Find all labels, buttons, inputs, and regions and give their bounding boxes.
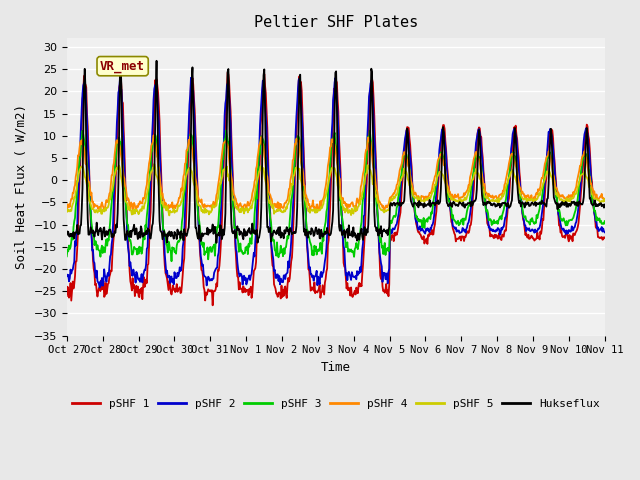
Hukseflux	[63, 232, 70, 238]
Line: pSHF 5: pSHF 5	[67, 164, 605, 216]
pSHF 1	[128, 288, 136, 293]
Hukseflux	[403, 140, 410, 146]
Line: pSHF 3: pSHF 3	[67, 131, 605, 261]
pSHF 2	[96, 285, 104, 290]
pSHF 4	[212, 199, 220, 204]
pSHF 1	[419, 236, 426, 242]
pSHF 2	[601, 229, 609, 235]
pSHF 4	[73, 170, 81, 176]
Hukseflux	[601, 202, 609, 207]
pSHF 4	[150, 132, 157, 138]
Line: Hukseflux: Hukseflux	[67, 61, 605, 243]
Title: Peltier SHF Plates: Peltier SHF Plates	[253, 15, 418, 30]
pSHF 5	[165, 213, 173, 218]
pSHF 1	[212, 287, 220, 292]
pSHF 3	[184, 151, 191, 156]
Hukseflux	[153, 58, 161, 64]
Hukseflux	[184, 230, 191, 236]
Hukseflux	[212, 230, 220, 236]
pSHF 4	[601, 196, 609, 202]
pSHF 5	[63, 206, 70, 212]
Text: VR_met: VR_met	[100, 60, 145, 72]
pSHF 3	[419, 224, 426, 230]
pSHF 4	[352, 208, 360, 214]
pSHF 5	[419, 198, 426, 204]
pSHF 3	[168, 258, 175, 264]
Hukseflux	[212, 240, 220, 246]
Line: pSHF 4: pSHF 4	[67, 135, 605, 211]
pSHF 1	[63, 293, 70, 299]
pSHF 3	[73, 197, 81, 203]
pSHF 5	[212, 203, 220, 208]
pSHF 5	[403, 169, 410, 175]
pSHF 2	[419, 226, 426, 231]
pSHF 1	[601, 235, 609, 240]
Line: pSHF 2: pSHF 2	[67, 78, 605, 288]
Legend: pSHF 1, pSHF 2, pSHF 3, pSHF 4, pSHF 5, Hukseflux: pSHF 1, pSHF 2, pSHF 3, pSHF 4, pSHF 5, …	[67, 395, 604, 414]
Y-axis label: Soil Heat Flux ( W/m2): Soil Heat Flux ( W/m2)	[15, 104, 28, 269]
pSHF 3	[63, 253, 70, 259]
pSHF 5	[601, 198, 609, 204]
pSHF 2	[184, 159, 191, 165]
pSHF 2	[403, 128, 410, 133]
pSHF 4	[403, 154, 410, 160]
Hukseflux	[128, 228, 136, 233]
pSHF 3	[601, 218, 609, 224]
pSHF 3	[128, 252, 136, 257]
pSHF 2	[212, 265, 220, 271]
pSHF 5	[184, 167, 192, 173]
pSHF 2	[187, 75, 195, 81]
Hukseflux	[419, 201, 426, 207]
pSHF 4	[63, 206, 70, 212]
pSHF 5	[150, 161, 158, 167]
pSHF 1	[182, 205, 190, 211]
pSHF 3	[403, 152, 410, 157]
pSHF 5	[128, 212, 136, 217]
pSHF 4	[419, 194, 426, 200]
pSHF 3	[222, 128, 230, 133]
Hukseflux	[73, 229, 81, 235]
pSHF 1	[403, 128, 410, 134]
pSHF 4	[184, 147, 191, 153]
pSHF 2	[63, 272, 70, 277]
pSHF 1	[209, 302, 216, 308]
pSHF 5	[73, 187, 81, 192]
pSHF 1	[224, 70, 232, 75]
pSHF 4	[128, 201, 136, 206]
pSHF 3	[212, 240, 220, 246]
pSHF 1	[73, 258, 81, 264]
pSHF 2	[129, 273, 136, 279]
X-axis label: Time: Time	[321, 361, 351, 374]
pSHF 2	[73, 229, 81, 235]
Line: pSHF 1: pSHF 1	[67, 72, 605, 305]
